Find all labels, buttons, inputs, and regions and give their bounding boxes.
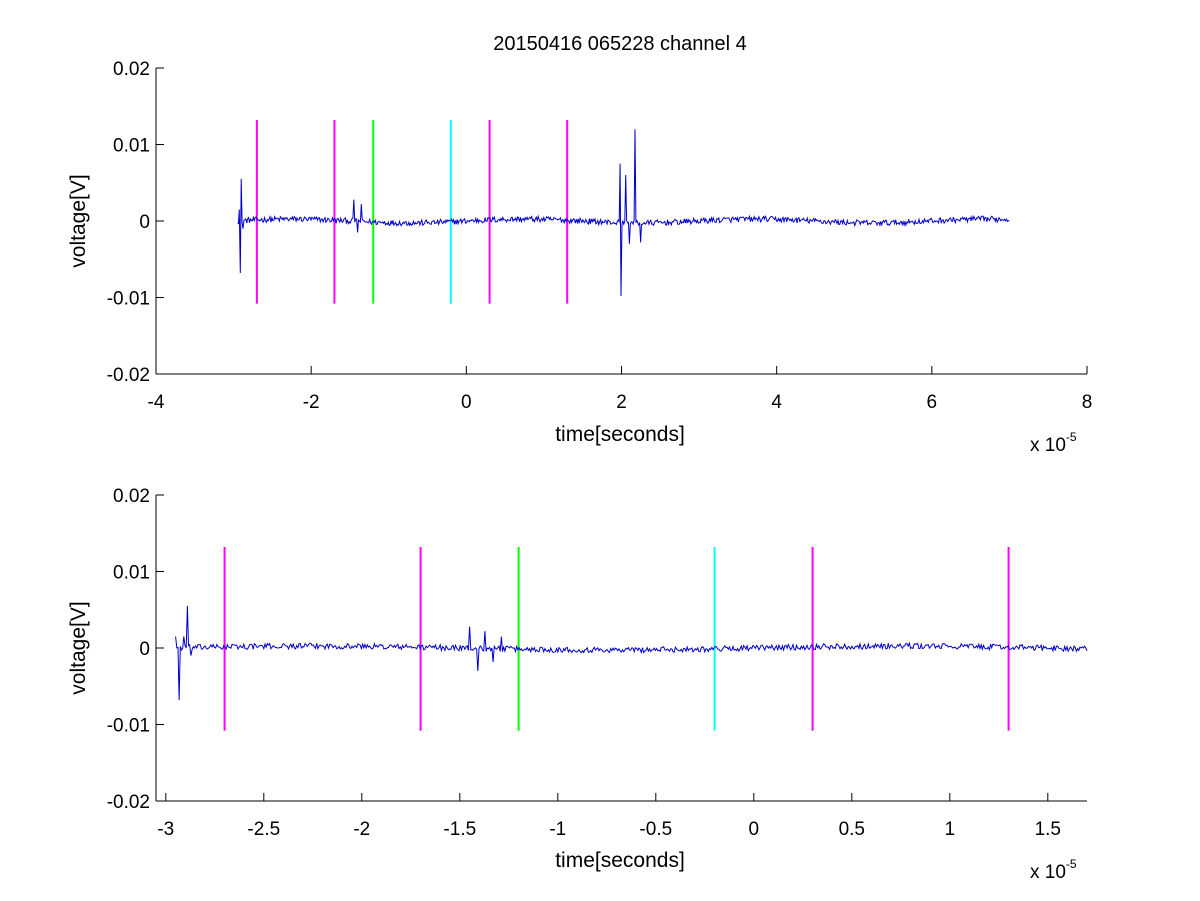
- top-y-tick-label: 0.02: [113, 59, 150, 80]
- chart-title: 20150416 065228 channel 4: [493, 33, 747, 55]
- top-x-tick-label: 4: [771, 392, 782, 413]
- top-event-markers: [255, 120, 569, 304]
- top-x-tick-label: 8: [1082, 392, 1093, 413]
- bottom-y-tick-label: 0.01: [113, 563, 150, 584]
- top-y-tick-label: -0.01: [107, 289, 150, 310]
- top-x-tick-label: 0: [461, 392, 472, 413]
- bottom-x-tick-label: 0: [749, 819, 760, 840]
- bottom-x-exponent: x 10-5: [1030, 857, 1077, 883]
- bottom-axes: -3 -2.5 -2 -1.5 -1 -0.5 0 0.5 1 1.5 -0.02 -0.01 0 0.0…: [67, 486, 1088, 883]
- bottom-event-markers: [223, 547, 1010, 731]
- top-axis-ticks: -4 -2 0 2 4 6 8 -0.02 -0.01 0 0.01 0.02: [107, 59, 1093, 413]
- bottom-x-tick-label: -3: [157, 819, 174, 840]
- top-y-tick-label: 0.01: [113, 136, 150, 157]
- bottom-x-tick-label: -1: [549, 819, 566, 840]
- top-signal-trace: [237, 129, 1010, 297]
- bottom-axis-ticks: -3 -2.5 -2 -1.5 -1 -0.5 0 0.5 1 1.5 -0.02 -0.01 0 0.0…: [107, 486, 1061, 840]
- bottom-y-tick-label: 0: [139, 639, 150, 660]
- top-x-exponent: x 10-5: [1030, 430, 1077, 456]
- top-y-tick-label: -0.02: [107, 365, 150, 386]
- top-x-tick-label: -4: [148, 392, 165, 413]
- bottom-y-axis-label: voltage[V]: [67, 601, 90, 694]
- bottom-x-tick-label: -2: [353, 819, 370, 840]
- top-y-axis-label: voltage[V]: [67, 174, 90, 267]
- bottom-y-tick-label: 0.02: [113, 486, 150, 507]
- bottom-x-tick-label: 1: [945, 819, 956, 840]
- bottom-x-tick-label: -0.5: [639, 819, 672, 840]
- bottom-x-tick-label: -1.5: [443, 819, 476, 840]
- bottom-y-tick-label: -0.02: [107, 792, 150, 813]
- bottom-y-tick-label: -0.01: [107, 716, 150, 737]
- bottom-x-tick-label: 1.5: [1035, 819, 1061, 840]
- top-x-axis-label: time[seconds]: [555, 423, 685, 446]
- top-x-tick-label: 2: [616, 392, 627, 413]
- top-x-tick-label: -2: [303, 392, 320, 413]
- top-y-tick-label: 0: [139, 212, 150, 233]
- bottom-signal-trace: [175, 605, 1088, 701]
- top-axes: -4 -2 0 2 4 6 8 -0.02 -0.01 0 0.01 0.02 time[second…: [67, 59, 1092, 456]
- bottom-x-tick-label: -2.5: [247, 819, 280, 840]
- bottom-x-tick-label: 0.5: [839, 819, 865, 840]
- top-x-tick-label: 6: [927, 392, 938, 413]
- bottom-x-axis-label: time[seconds]: [555, 849, 685, 872]
